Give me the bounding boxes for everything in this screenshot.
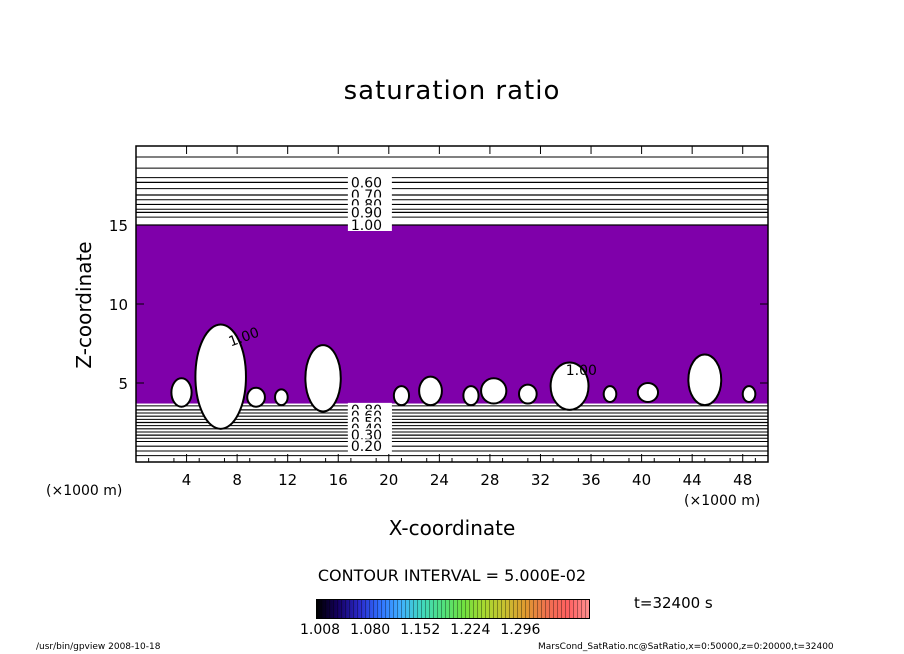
x-tick-label-3: 16 xyxy=(329,471,348,489)
x-tick-label-1: 8 xyxy=(232,471,242,489)
x-axis-title: X-coordinate xyxy=(388,516,516,540)
colorbar-tick-label-2: 1.152 xyxy=(400,622,441,638)
y-axis-title: Z-coordinate xyxy=(72,241,96,369)
cloud-pocket-0 xyxy=(194,323,247,430)
x-tick-label-7: 32 xyxy=(531,471,550,489)
cloud-pocket-10 xyxy=(549,361,590,411)
y-tick-label-2: 15 xyxy=(109,217,128,235)
x-tick-label-0: 4 xyxy=(182,471,192,489)
y-tick-label-1: 10 xyxy=(109,296,128,314)
chart-title: saturation ratio xyxy=(343,76,561,106)
contour-interval-label: CONTOUR INTERVAL = 5.000E-02 xyxy=(317,566,587,585)
cloud-pocket-5 xyxy=(392,385,411,407)
lower-contour-label-bg-5 xyxy=(347,439,392,453)
footer-command: /usr/bin/gpview 2008-10-18 xyxy=(36,642,161,652)
x-tick-label-11: 48 xyxy=(733,471,752,489)
cloud-pocket-14 xyxy=(741,385,757,403)
cloud-pocket-6 xyxy=(418,375,443,407)
x-tick-label-10: 44 xyxy=(683,471,702,489)
cloud-pocket-8 xyxy=(480,377,508,405)
cloud-pocket-4 xyxy=(274,388,289,407)
x-tick-label-2: 12 xyxy=(278,471,297,489)
colorbar-tick-labels: 1.008 1.080 1.152 1.224 1.296 xyxy=(300,622,550,638)
colorbar-tick-label-3: 1.224 xyxy=(450,622,491,638)
colorbar-tick-label-0: 1.008 xyxy=(300,622,341,638)
cloud-pocket-7 xyxy=(462,385,480,407)
colorbar xyxy=(316,599,590,619)
x-tick-label-6: 28 xyxy=(480,471,499,489)
cloud-pocket-9 xyxy=(517,383,538,405)
upper-contour-label-bg-4 xyxy=(347,218,392,231)
cloud-pocket-13 xyxy=(687,353,723,407)
footer-source: MarsCond_SatRatio.nc@SatRatio,x=0:50000,… xyxy=(538,642,834,652)
cloud-label-1: 1.00 xyxy=(566,363,597,379)
upper-contour-label-3: 0.90 xyxy=(351,205,382,221)
x-axis-unit-right: (×1000 m) xyxy=(684,493,761,509)
colorbar-tick-label-4: 1.296 xyxy=(500,622,541,638)
upper-contour-label-bg-0 xyxy=(347,175,392,189)
colorbar-tick-label-1: 1.080 xyxy=(350,622,391,638)
x-tick-label-4: 20 xyxy=(379,471,398,489)
y-tick-label-0: 5 xyxy=(118,375,128,393)
lower-contour-label-5: 0.20 xyxy=(351,439,382,455)
cloud-pocket-12 xyxy=(636,382,660,403)
upper-contour-label-0: 0.60 xyxy=(351,175,382,191)
upper-contour-label-4: 1.00 xyxy=(351,218,382,234)
time-label: t=32400 s xyxy=(634,594,713,612)
x-tick-label-8: 36 xyxy=(581,471,600,489)
cloud-pocket-11 xyxy=(602,385,618,403)
x-tick-label-5: 24 xyxy=(430,471,449,489)
upper-contour-label-bg-3 xyxy=(347,205,392,219)
lower-contour-label-bg-4 xyxy=(347,428,392,442)
x-tick-label-9: 40 xyxy=(632,471,651,489)
cloud-pocket-3 xyxy=(246,386,266,408)
cloud-pocket-2 xyxy=(170,377,193,408)
x-axis-unit-left: (×1000 m) xyxy=(46,483,123,499)
colorbar-stripes xyxy=(317,600,589,618)
cloud-pocket-1 xyxy=(304,344,342,413)
